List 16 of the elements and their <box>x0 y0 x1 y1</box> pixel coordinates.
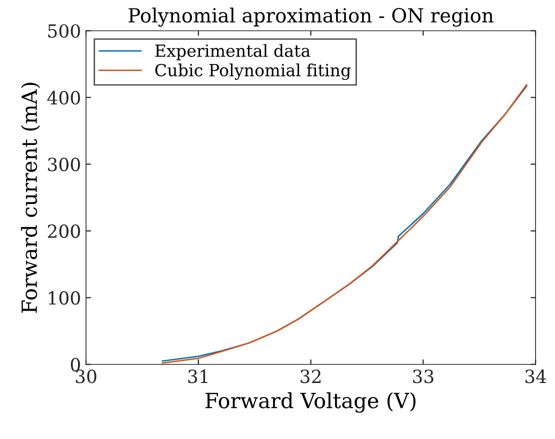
legend-label: Cubic Polynomial fiting <box>155 64 351 80</box>
y-tick-label: 400 <box>47 90 80 105</box>
y-axis-title: Forward current (mA) <box>20 82 40 313</box>
y-tick-label: 100 <box>48 291 80 305</box>
y-tick-label: 0 <box>70 358 80 372</box>
y-tick-label: 300 <box>48 158 80 172</box>
x-axis-title: Forward Voltage (V) <box>206 392 416 413</box>
chart-title: Polynomial aproximation - ON region <box>128 8 494 27</box>
x-tick-label: 32 <box>300 370 321 384</box>
x-tick-label: 31 <box>188 370 208 384</box>
x-tick-label: 33 <box>413 370 434 384</box>
legend-label: Experimental data <box>155 44 310 60</box>
x-tick-label: 30 <box>76 370 96 384</box>
x-tick-label: 34 <box>525 370 546 384</box>
y-tick-label: 500 <box>48 24 80 38</box>
y-tick-label: 200 <box>48 224 80 238</box>
